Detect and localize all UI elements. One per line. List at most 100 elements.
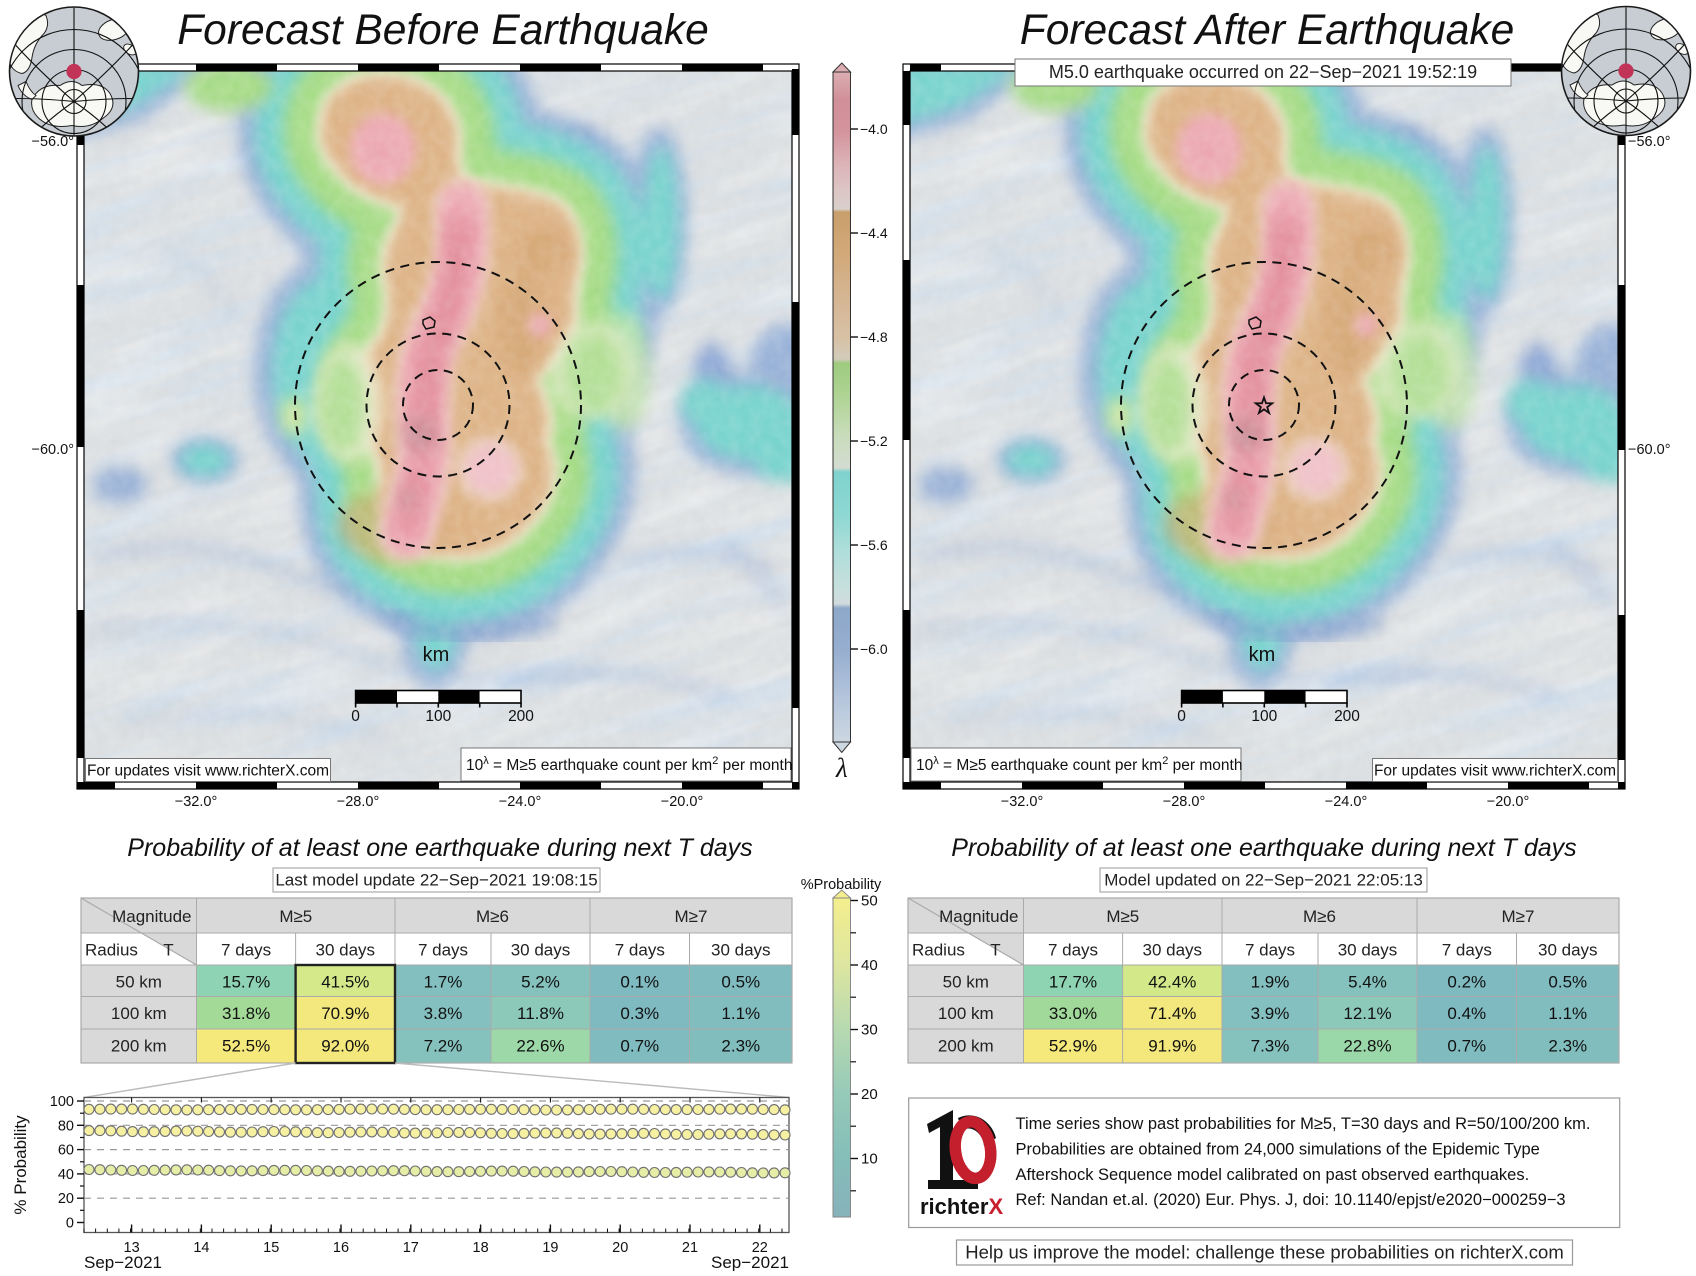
svg-text:0.7%: 0.7% [620,1037,659,1056]
svg-text:Ref: Nandan et.al. (2020) Eur.: Ref: Nandan et.al. (2020) Eur. Phys. J, … [1016,1191,1566,1209]
svg-text:M≥6: M≥6 [476,907,509,926]
svg-text:M≥7: M≥7 [1502,907,1535,926]
svg-text:Probability of at least one ea: Probability of at least one earthquake d… [127,834,752,862]
svg-text:42.4%: 42.4% [1148,973,1196,992]
svg-text:−20.0°: −20.0° [661,794,704,810]
svg-text:52.5%: 52.5% [222,1037,270,1056]
svg-text:15: 15 [263,1240,279,1256]
svg-text:92.0%: 92.0% [321,1037,369,1056]
svg-text:Magnitude: Magnitude [112,907,191,926]
svg-text:5.2%: 5.2% [521,973,560,992]
svg-text:0.4%: 0.4% [1447,1004,1486,1023]
svg-text:10: 10 [861,1151,878,1168]
svg-text:200: 200 [1334,708,1360,725]
svg-text:−4.4: −4.4 [860,225,888,241]
svg-text:91.9%: 91.9% [1148,1037,1196,1056]
svg-text:−4.0: −4.0 [860,121,888,137]
svg-text:7 days: 7 days [418,941,468,960]
svg-text:−28.0°: −28.0° [337,794,380,810]
svg-text:λ: λ [835,753,848,783]
svg-text:70.9%: 70.9% [321,1004,369,1023]
svg-text:30 days: 30 days [1338,941,1398,960]
svg-text:M≥7: M≥7 [675,907,708,926]
svg-text:14: 14 [193,1240,209,1256]
svg-text:100 km: 100 km [111,1004,167,1023]
svg-text:km: km [423,644,450,666]
svg-text:For updates visit www.richterX: For updates visit www.richterX.com [1374,763,1616,780]
svg-text:10λ = M≥5 earthquake count per: 10λ = M≥5 earthquake count per km2 per m… [916,755,1242,774]
svg-text:20: 20 [861,1086,878,1103]
svg-text:M5.0 earthquake occurred on 22: M5.0 earthquake occurred on 22−Sep−2021 … [1049,62,1477,82]
svg-text:−20.0°: −20.0° [1487,794,1530,810]
svg-text:22: 22 [752,1240,768,1256]
svg-text:Radius: Radius [85,941,138,960]
svg-text:17.7%: 17.7% [1049,973,1097,992]
svg-text:7.2%: 7.2% [424,1037,463,1056]
svg-text:22.6%: 22.6% [516,1037,564,1056]
svg-text:7 days: 7 days [221,941,271,960]
svg-text:−56.0°: −56.0° [1628,134,1671,150]
svg-text:M≥5: M≥5 [279,907,312,926]
svg-text:5.4%: 5.4% [1348,973,1387,992]
svg-text:Last model update 22−Sep−2021: Last model update 22−Sep−2021 19:08:15 [275,871,597,890]
svg-text:richterX: richterX [920,1194,1003,1219]
svg-text:200 km: 200 km [111,1037,167,1056]
svg-text:30 days: 30 days [1143,941,1203,960]
svg-text:0: 0 [66,1216,74,1232]
svg-text:30 days: 30 days [1538,941,1598,960]
svg-text:0.5%: 0.5% [1548,973,1587,992]
svg-text:−60.0°: −60.0° [1628,442,1671,458]
svg-text:M≥5: M≥5 [1106,907,1139,926]
svg-text:20: 20 [612,1240,628,1256]
svg-text:−32.0°: −32.0° [1001,794,1044,810]
svg-text:16: 16 [333,1240,349,1256]
svg-text:Time series show past probabil: Time series show past probabilities for … [1016,1115,1591,1133]
svg-text:M≥6: M≥6 [1303,907,1336,926]
svg-text:100: 100 [425,708,451,725]
svg-text:200: 200 [508,708,534,725]
svg-text:−32.0°: −32.0° [175,794,218,810]
svg-text:Probabilities are obtained fro: Probabilities are obtained from 24,000 s… [1016,1140,1540,1158]
svg-text:20: 20 [58,1191,74,1207]
svg-text:0.1%: 0.1% [620,973,659,992]
svg-text:Magnitude: Magnitude [939,907,1018,926]
svg-text:km: km [1249,644,1276,666]
svg-text:Aftershock Sequence model cali: Aftershock Sequence model calibrated on … [1016,1166,1530,1184]
svg-text:0.7%: 0.7% [1447,1037,1486,1056]
svg-text:13: 13 [124,1240,140,1256]
svg-text:30 days: 30 days [511,941,571,960]
svg-text:Sep−2021: Sep−2021 [84,1253,162,1271]
svg-text:100: 100 [1251,708,1277,725]
svg-text:−24.0°: −24.0° [1325,794,1368,810]
svg-text:50: 50 [861,893,878,910]
svg-text:17: 17 [403,1240,419,1256]
svg-text:T: T [990,941,1000,960]
svg-text:2.3%: 2.3% [1548,1037,1587,1056]
svg-text:3.8%: 3.8% [424,1004,463,1023]
svg-text:0.5%: 0.5% [721,973,760,992]
svg-text:−60.0°: −60.0° [32,442,75,458]
svg-text:31.8%: 31.8% [222,1004,270,1023]
svg-text:19: 19 [542,1240,558,1256]
svg-text:200 km: 200 km [938,1037,994,1056]
svg-text:100: 100 [50,1094,74,1110]
svg-text:Radius: Radius [912,941,965,960]
svg-text:1.7%: 1.7% [424,973,463,992]
svg-text:50 km: 50 km [943,973,989,992]
svg-text:30: 30 [861,1022,878,1039]
svg-text:33.0%: 33.0% [1049,1004,1097,1023]
svg-text:7 days: 7 days [1442,941,1492,960]
svg-text:60: 60 [58,1143,74,1159]
svg-text:% Probability: % Probability [11,1115,30,1215]
svg-text:52.9%: 52.9% [1049,1037,1097,1056]
svg-text:For updates visit www.richterX: For updates visit www.richterX.com [87,763,329,780]
svg-text:Help us improve the model: cha: Help us improve the model: challenge the… [965,1242,1563,1263]
svg-text:11.8%: 11.8% [517,1004,564,1023]
svg-text:−56.0°: −56.0° [32,134,75,150]
svg-text:30 days: 30 days [711,941,771,960]
svg-text:7 days: 7 days [1048,941,1098,960]
svg-text:−24.0°: −24.0° [499,794,542,810]
svg-text:Forecast After Earthquake: Forecast After Earthquake [1020,7,1515,54]
svg-text:−4.8: −4.8 [860,329,888,345]
svg-text:1.1%: 1.1% [1548,1004,1587,1023]
